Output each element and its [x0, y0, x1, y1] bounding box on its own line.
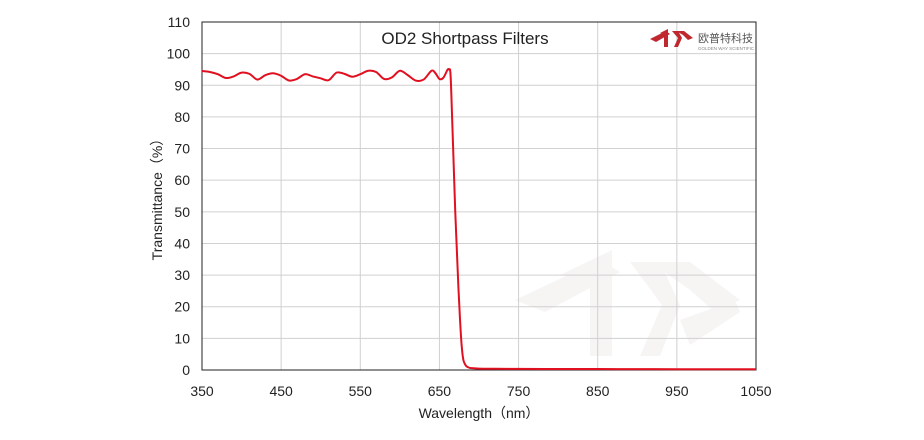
y-tick-label: 50	[174, 204, 190, 220]
chart-title: OD2 Shortpass Filters	[381, 29, 548, 48]
brand-logo: 欧普特科技 GOLDEN WAY SCIENTIFIC	[650, 29, 755, 51]
x-tick-label: 650	[428, 383, 452, 399]
y-tick-label: 60	[174, 172, 190, 188]
x-tick-label: 950	[665, 383, 689, 399]
y-tick-label: 100	[167, 46, 191, 62]
x-tick-labels: 350 450 550 650 750 850 950 1050	[190, 383, 771, 399]
watermark-logo	[515, 250, 740, 356]
grid	[202, 22, 756, 370]
x-tick-label: 850	[586, 383, 610, 399]
x-tick-label: 350	[190, 383, 214, 399]
x-tick-label: 450	[269, 383, 293, 399]
y-tick-label: 20	[174, 299, 190, 315]
y-axis-label: Transmittance（%）	[149, 132, 165, 261]
logo-text: 欧普特科技	[698, 31, 753, 45]
y-tick-label: 80	[174, 109, 190, 125]
y-tick-label: 70	[174, 141, 190, 157]
x-tick-label: 750	[507, 383, 531, 399]
x-axis-label: Wavelength（nm）	[419, 405, 540, 421]
x-tick-label: 550	[349, 383, 373, 399]
transmittance-series-line	[201, 67, 756, 371]
plot-frame	[201, 21, 757, 371]
y-tick-labels: 0 10 20 30 40 50 60 70 80 90 100 110	[167, 14, 191, 378]
y-tick-label: 90	[174, 77, 190, 93]
logo-subtext: GOLDEN WAY SCIENTIFIC	[698, 46, 755, 51]
y-tick-label: 30	[174, 267, 190, 283]
x-tick-label: 1050	[740, 383, 771, 399]
y-tick-label: 0	[182, 362, 190, 378]
y-tick-label: 40	[174, 235, 190, 251]
y-tick-label: 10	[174, 330, 190, 346]
y-tick-label: 110	[168, 14, 191, 30]
